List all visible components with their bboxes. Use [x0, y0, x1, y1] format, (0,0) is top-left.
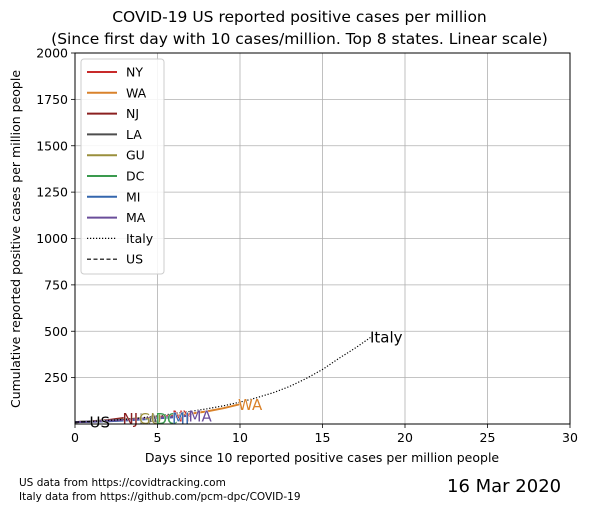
y-tick-label: 2000	[36, 46, 68, 61]
x-tick-label: 20	[397, 430, 413, 445]
chart-title: COVID-19 US reported positive cases per …	[112, 8, 487, 26]
y-tick-label: 1000	[36, 231, 68, 246]
us-data-source: US data from https://covidtracking.com	[19, 477, 226, 489]
y-tick-label: 1500	[36, 138, 68, 153]
report-date: 16 Mar 2020	[447, 476, 562, 497]
legend-label: NJ	[126, 106, 139, 121]
legend-label: Italy	[126, 231, 154, 246]
x-axis-ticks: 0 5 10 15 20 25 30	[71, 424, 578, 445]
y-axis-label: Cumulative reported positive cases per m…	[8, 70, 23, 408]
x-tick-label: 0	[71, 430, 79, 445]
series-line-ma	[74, 414, 191, 424]
series-line-us	[74, 421, 92, 423]
legend-label: NY	[126, 65, 143, 80]
legend-label: WA	[126, 85, 147, 100]
y-tick-label: 1250	[36, 185, 68, 200]
annotation-ny: NY	[172, 407, 193, 425]
annotation-nj: NJ	[123, 410, 139, 428]
x-tick-label: 30	[562, 430, 578, 445]
x-tick-label: 10	[232, 430, 248, 445]
legend-label: MA	[126, 210, 146, 225]
italy-data-source: Italy data from https://github.com/pcm-d…	[19, 491, 301, 503]
y-axis-ticks: 250 500 750 1000 1250 1500 1750 2000	[36, 46, 75, 385]
annotation-us: US	[90, 414, 111, 432]
legend-label: DC	[126, 169, 145, 184]
x-tick-label: 15	[315, 430, 331, 445]
legend: NY WA NJ LA GU DC MI MA Italy US	[80, 58, 165, 275]
legend-label: LA	[126, 127, 142, 142]
legend-label: US	[126, 252, 143, 267]
y-tick-label: 1750	[36, 92, 68, 107]
legend-label: GU	[126, 148, 145, 163]
x-axis-label: Days since 10 reported positive cases pe…	[145, 450, 500, 465]
x-tick-label: 5	[154, 430, 162, 445]
annotation-italy: Italy	[370, 328, 403, 346]
y-tick-label: 250	[44, 370, 68, 385]
legend-label: MI	[126, 189, 140, 204]
y-tick-label: 750	[44, 277, 68, 292]
series-lines	[74, 335, 373, 424]
annotation-mi: MI	[172, 409, 189, 427]
x-tick-label: 25	[480, 430, 496, 445]
annotation-wa: WA	[238, 396, 263, 414]
series-line-italy	[74, 335, 373, 423]
chart-subtitle: (Since first day with 10 cases/million. …	[51, 30, 548, 48]
annotation-ma: MA	[189, 408, 213, 426]
y-tick-label: 500	[44, 324, 68, 339]
